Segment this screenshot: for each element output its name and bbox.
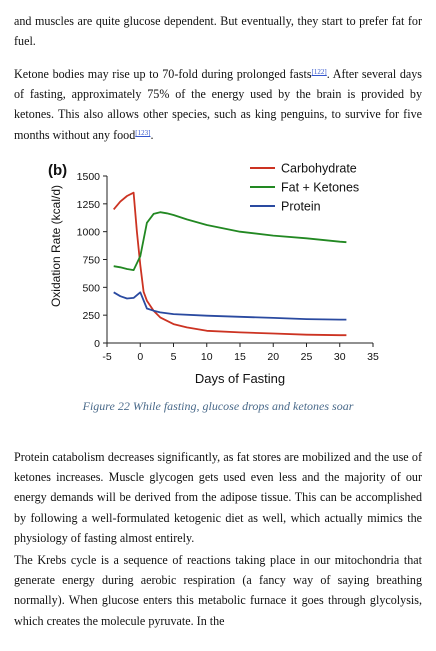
panel-label: (b) [48,162,67,179]
x-tick-label: -5 [102,351,111,363]
y-axis-label: Oxidation Rate (kcal/d) [49,185,63,307]
krebs-paragraph: The Krebs cycle is a sequence of reactio… [14,553,422,628]
series-line-fat-ketones [113,211,347,271]
oxidation-rate-chart: -5 0 5 10 15 20 25 30 350250500750100012501500Ca… [48,162,379,387]
x-tick-label: 5 [171,351,177,363]
ketone-text-end: . [150,127,154,142]
legend-label: Carbohydrate [281,162,357,176]
x-tick-label: 25 [301,351,313,363]
x-axis-label: Days of Fasting [195,371,285,386]
x-tick-label: 10 [201,351,213,363]
legend-label: Fat + Ketones [281,181,359,195]
y-tick-label: 0 [94,338,100,350]
x-tick-label: 20 [267,351,279,363]
x-tick-label: 0 [137,351,143,363]
ketone-paragraph: Ketone bodies may rise up to 70-fold dur… [14,64,422,145]
x-tick-label: 35 [367,351,379,363]
legend-label: Protein [281,200,321,214]
plot-area: -5 0 5 10 15 20 25 30 350250500750100012501500Ca… [77,162,379,364]
protein-paragraph: Protein catabolism decreases significant… [14,450,422,545]
y-tick-label: 1250 [77,199,101,211]
x-tick-label: 15 [234,351,246,363]
citation-link-122[interactable]: [122] [311,68,327,76]
y-tick-label: 750 [82,255,100,267]
y-tick-label: 1500 [77,171,101,183]
series-line-carbohydrate [113,191,347,337]
series-line-protein [113,291,347,321]
ketone-text: Ketone bodies may rise up to 70-fold dur… [14,67,312,81]
citation-link-123[interactable]: [123] [135,128,151,137]
y-tick-label: 250 [82,310,100,322]
y-tick-label: 500 [82,282,100,294]
ketone-text-continued: . After several days of fasting, approxi… [14,67,423,142]
y-tick-label: 1000 [77,227,101,239]
intro-paragraph: and muscles are quite glucose dependent.… [14,14,422,49]
x-tick-label: 30 [334,351,346,363]
figure-caption: Figure 22 While fasting, glucose drops a… [82,399,354,413]
